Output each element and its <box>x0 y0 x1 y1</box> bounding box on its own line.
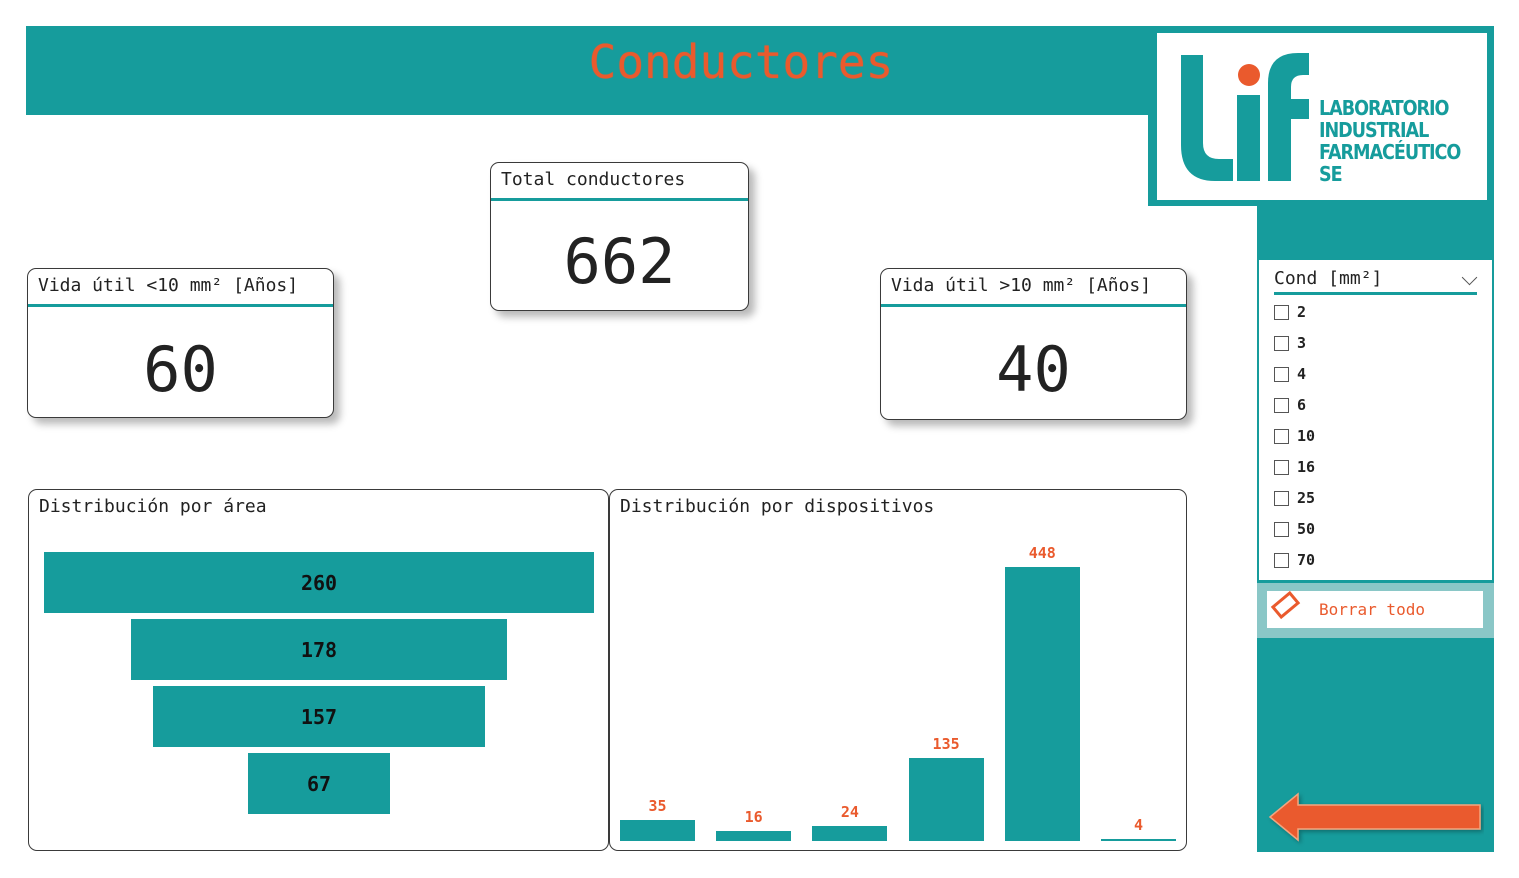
checkbox[interactable] <box>1274 397 1289 413</box>
kpi-card-vida-small[interactable]: Vida útil <10 mm² [Años] 60 <box>27 268 334 418</box>
column-value-label: 135 <box>932 735 960 754</box>
funnel-bar[interactable]: 67 <box>248 753 390 814</box>
column-bar[interactable] <box>1101 838 1176 841</box>
kpi-value: 662 <box>563 225 676 298</box>
slicer-option-label: 3 <box>1297 334 1307 352</box>
kpi-title: Total conductores <box>501 169 686 190</box>
kpi-card-vida-large[interactable]: Vida útil >10 mm² [Años] 40 <box>880 268 1187 420</box>
checkbox[interactable] <box>1274 335 1289 351</box>
logo-line: INDUSTRIAL <box>1319 118 1429 142</box>
checkbox[interactable] <box>1274 552 1289 568</box>
slicer-option[interactable]: 25 <box>1274 489 1315 507</box>
kpi-title: Vida útil >10 mm² [Años] <box>891 275 1152 296</box>
checkbox[interactable] <box>1274 490 1289 506</box>
slicer-option[interactable]: 6 <box>1274 396 1306 414</box>
eraser-icon <box>1270 590 1301 620</box>
slicer-option-label: 2 <box>1297 303 1307 321</box>
funnel-bar[interactable]: 260 <box>44 552 594 613</box>
checkbox[interactable] <box>1274 304 1289 320</box>
column-bar[interactable] <box>1004 567 1080 841</box>
slicer-option[interactable]: 16 <box>1274 458 1315 476</box>
slicer-option-label: 4 <box>1297 365 1307 383</box>
clear-all-label: Borrar todo <box>1319 600 1425 619</box>
column-value-label: 35 <box>648 796 667 815</box>
lif-logo-icon <box>1181 53 1309 181</box>
slicer-option[interactable]: 70 <box>1274 551 1315 569</box>
slicer-option-label: 6 <box>1297 396 1307 414</box>
checkbox[interactable] <box>1274 459 1289 475</box>
kpi-card-total[interactable]: Total conductores 662 <box>490 162 749 311</box>
logo-line: FARMACÉUTICO <box>1319 140 1461 164</box>
funnel-value-label: 157 <box>300 704 338 729</box>
column-bar[interactable] <box>716 831 792 841</box>
kpi-divider <box>881 304 1186 307</box>
logo-line: SE <box>1319 162 1343 186</box>
checkbox[interactable] <box>1274 521 1289 537</box>
funnel-value-label: 260 <box>300 570 338 595</box>
kpi-title: Vida útil <10 mm² [Años] <box>38 275 299 296</box>
clear-all-button[interactable]: Borrar todo <box>1267 590 1483 628</box>
kpi-divider <box>491 198 748 201</box>
kpi-value: 60 <box>143 333 218 406</box>
logo-line: LABORATORIO <box>1319 96 1449 120</box>
slicer-option[interactable]: 3 <box>1274 334 1306 352</box>
chart-title: Distribución por dispositivos <box>620 496 935 517</box>
page-title: Conductores <box>588 35 894 89</box>
kpi-divider <box>28 304 333 307</box>
logo: LABORATORIO INDUSTRIAL FARMACÉUTICO SE <box>1157 33 1487 200</box>
funnel-bar[interactable]: 178 <box>130 619 508 680</box>
slicer-header[interactable]: Cond [mm²] <box>1274 268 1478 295</box>
column-value-label: 16 <box>744 808 763 827</box>
checkbox[interactable] <box>1274 428 1289 444</box>
slicer-option[interactable]: 10 <box>1274 427 1315 445</box>
slicer-option-label: 70 <box>1297 551 1316 569</box>
funnel-value-label: 67 <box>306 771 332 796</box>
chart-device-distribution: Distribución por dispositivos 35 16 24 135 4… <box>609 489 1187 851</box>
funnel-bar[interactable]: 157 <box>152 686 486 747</box>
slicer-option[interactable]: 4 <box>1274 365 1306 383</box>
column-value-label: 24 <box>840 803 859 822</box>
slicer-option-label: 16 <box>1297 458 1316 476</box>
column-bar[interactable] <box>908 758 984 841</box>
slicer-option-label: 25 <box>1297 489 1316 507</box>
chevron-down-icon[interactable] <box>1461 269 1478 286</box>
slicer-option-label: 50 <box>1297 520 1316 538</box>
logo-text: LABORATORIO INDUSTRIAL FARMACÉUTICO SE <box>1319 96 1461 186</box>
chart-title: Distribución por área <box>39 496 267 517</box>
header-bar: Conductores <box>26 26 1156 115</box>
column-value-label: 4 <box>1133 815 1144 834</box>
slicer-option[interactable]: 2 <box>1274 303 1306 321</box>
column-bar[interactable] <box>812 826 888 841</box>
column-bar[interactable] <box>620 819 695 841</box>
column-value-label: 448 <box>1028 544 1056 562</box>
back-arrow-icon[interactable] <box>1266 790 1484 848</box>
cond-slicer: Cond [mm²] 2 3 4 6 10 16 25 50 70 <box>1259 260 1492 580</box>
checkbox[interactable] <box>1274 366 1289 382</box>
funnel-value-label: 178 <box>300 637 338 662</box>
kpi-value: 40 <box>996 333 1071 406</box>
slicer-option-label: 10 <box>1297 427 1316 445</box>
slicer-title: Cond [mm²] <box>1274 268 1383 289</box>
slicer-option[interactable]: 50 <box>1274 520 1315 538</box>
chart-area-distribution: Distribución por área 260 178 157 67 <box>28 489 609 851</box>
